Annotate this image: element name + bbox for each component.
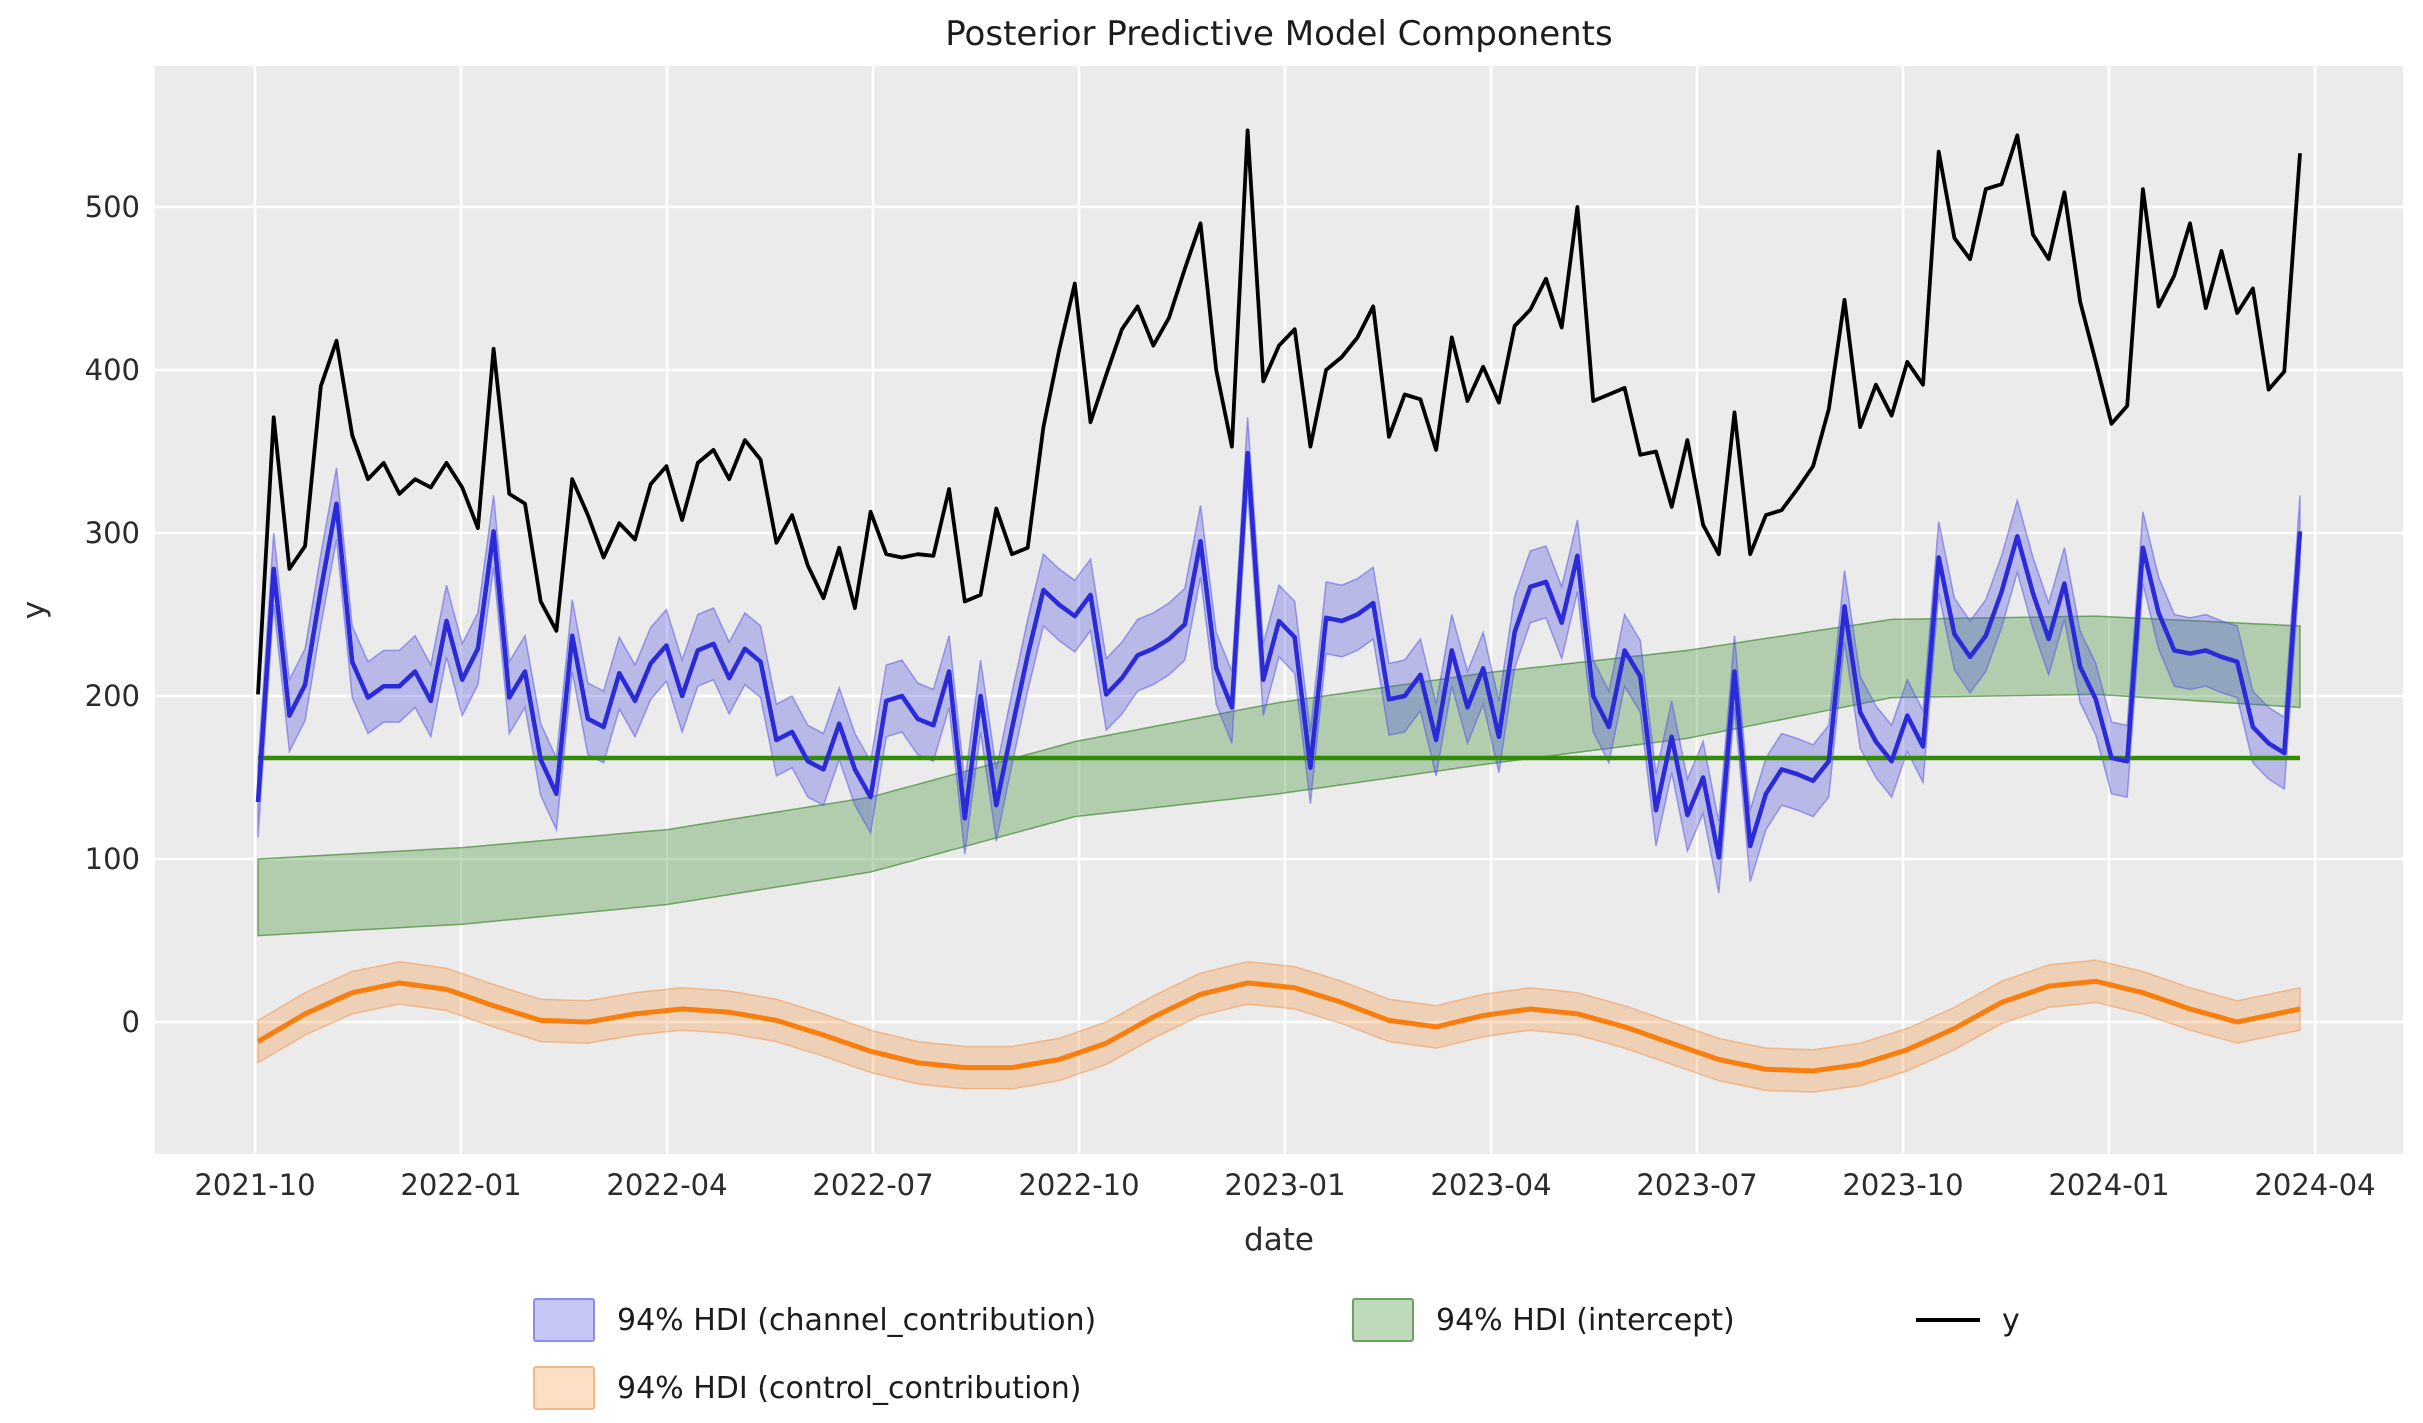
legend-label-channel: 94% HDI (channel_contribution) bbox=[617, 1302, 1097, 1338]
intercept-hdi-swatch bbox=[1352, 1298, 1414, 1342]
control-mean-line bbox=[256, 978, 2301, 1074]
x-tick-label: 2023-01 bbox=[1224, 1168, 1346, 1202]
x-tick-label: 2024-01 bbox=[2048, 1168, 2170, 1202]
intercept-hdi-band bbox=[257, 615, 2301, 937]
legend-item-channel: 94% HDI (channel_contribution) bbox=[533, 1296, 1096, 1344]
legend-label-control: 94% HDI (control_contribution) bbox=[617, 1370, 1082, 1406]
x-tick-label: 2022-01 bbox=[400, 1168, 522, 1202]
x-tick-label: 2021-10 bbox=[194, 1168, 316, 1202]
legend-item-y: y bbox=[1916, 1296, 2020, 1344]
legend-label-y: y bbox=[2002, 1302, 2020, 1338]
channel-hdi-swatch bbox=[533, 1298, 595, 1342]
x-tick-label: 2022-07 bbox=[812, 1168, 934, 1202]
y-tick-label: 500 bbox=[84, 190, 140, 224]
y-tick-label: 0 bbox=[121, 1005, 140, 1039]
y-observed-line bbox=[256, 128, 2302, 695]
chart-title: Posterior Predictive Model Components bbox=[945, 14, 1613, 54]
control-hdi-swatch bbox=[533, 1366, 595, 1410]
legend-item-control: 94% HDI (control_contribution) bbox=[533, 1364, 1081, 1412]
y-tick-label: 100 bbox=[84, 842, 140, 876]
y-axis-label: y bbox=[16, 600, 52, 620]
x-tick-label: 2024-04 bbox=[2254, 1168, 2376, 1202]
x-axis-label: date bbox=[1244, 1222, 1314, 1258]
x-tick-label: 2023-10 bbox=[1842, 1168, 1964, 1202]
channel-mean-line bbox=[255, 450, 2303, 860]
y-tick-label: 400 bbox=[84, 353, 140, 387]
y-tick-label: 300 bbox=[84, 516, 140, 550]
x-tick-label: 2022-04 bbox=[606, 1168, 728, 1202]
y-line-swatch bbox=[1916, 1318, 1980, 1322]
x-tick-label: 2023-07 bbox=[1636, 1168, 1758, 1202]
legend-label-intercept: 94% HDI (intercept) bbox=[1436, 1302, 1735, 1338]
legend-item-intercept: 94% HDI (intercept) bbox=[1352, 1296, 1735, 1344]
y-tick-label: 200 bbox=[84, 679, 140, 713]
x-tick-label: 2022-10 bbox=[1018, 1168, 1140, 1202]
control-hdi-band bbox=[257, 959, 2301, 1093]
x-tick-label: 2023-04 bbox=[1430, 1168, 1552, 1202]
